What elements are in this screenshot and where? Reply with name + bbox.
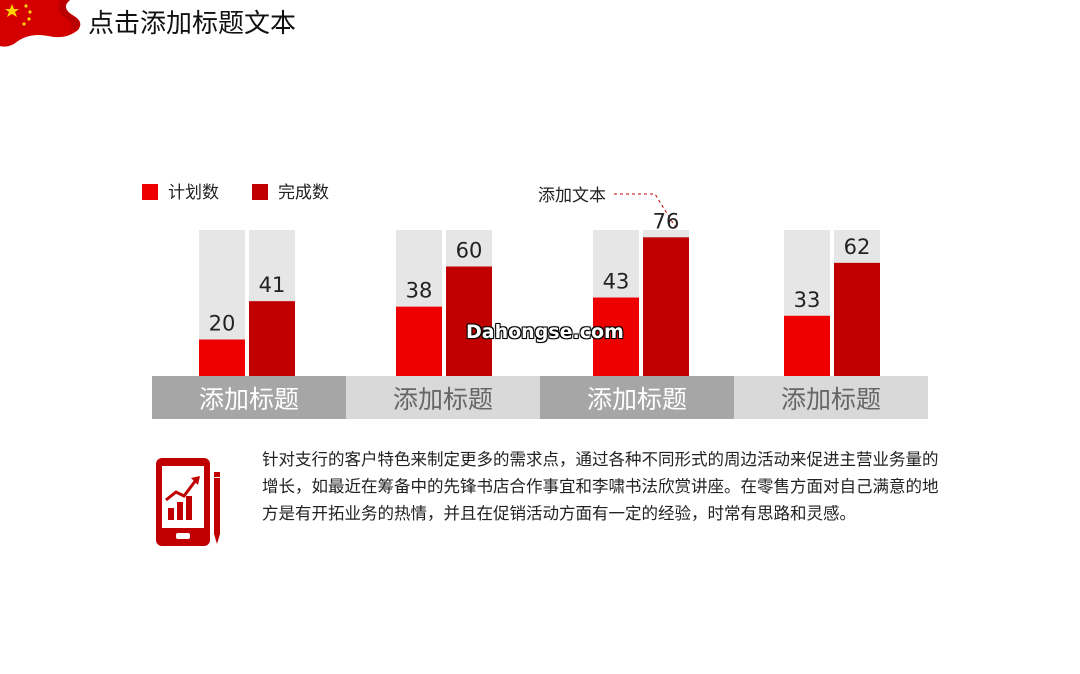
bar-plan (396, 306, 442, 376)
bar-done (643, 237, 689, 376)
data-label: 38 (406, 279, 433, 303)
bar-done (249, 301, 295, 376)
category-label: 添加标题 (587, 385, 687, 414)
bar-plan (784, 315, 830, 376)
data-label: 76 (653, 209, 680, 233)
data-label: 20 (209, 312, 236, 336)
bar-done (834, 262, 880, 376)
description-text: 针对支行的客户特色来制定更多的需求点，通过各种不同形式的周边活动来促进主营业务量… (262, 450, 939, 523)
legend-swatch-plan (142, 184, 158, 200)
data-label: 60 (456, 239, 483, 263)
bar-plan (593, 297, 639, 376)
legend-item-plan: 计划数 (142, 182, 219, 204)
category-band (346, 376, 540, 419)
page-title: 点击添加标题文本 (88, 9, 297, 39)
bar-chart: 20 41 添加标题 38 60 添加标题 43 76 添加标题 33 62 添加标题 (152, 193, 928, 419)
data-label: 62 (844, 235, 871, 259)
chart-annotation: 添加文本 (538, 186, 606, 206)
category-band (540, 376, 734, 419)
category-label: 添加标题 (781, 385, 881, 414)
data-label: 43 (603, 270, 630, 294)
category-label: 添加标题 (199, 385, 299, 414)
data-label: 41 (259, 273, 286, 297)
legend-item-done: 完成数 (252, 182, 329, 204)
legend-swatch-done (252, 184, 268, 200)
category-band (152, 376, 346, 419)
category-band (734, 376, 928, 419)
data-label: 33 (794, 288, 821, 312)
phone-chart-icon (156, 458, 220, 546)
watermark: Dahongse.com (466, 321, 624, 343)
bar-done (446, 266, 492, 376)
category-label: 添加标题 (393, 385, 493, 414)
annotation-leader-line (614, 193, 677, 229)
flag-icon (0, 0, 81, 47)
legend-label-plan: 计划数 (168, 183, 219, 203)
bar-plan (199, 339, 245, 376)
legend-label-done: 完成数 (278, 183, 329, 203)
